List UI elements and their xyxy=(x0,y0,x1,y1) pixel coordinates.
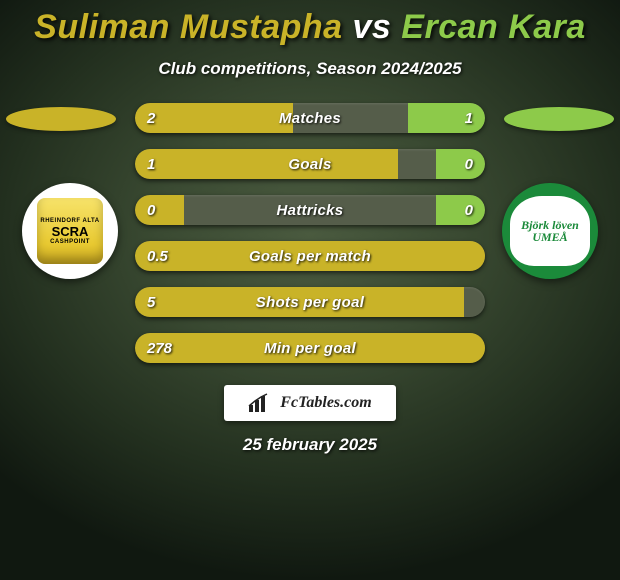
stat-row: Goals per match0.5 xyxy=(135,241,485,271)
mid-section: RHEINDORF ALTA SCRA CASHPOINT Björk löve… xyxy=(0,103,620,363)
player1-name: Suliman Mustapha xyxy=(34,8,342,46)
stat-value-left: 278 xyxy=(147,333,172,363)
stat-value-left: 5 xyxy=(147,287,155,317)
watermark: FcTables.com xyxy=(224,385,395,421)
player2-name: Ercan Kara xyxy=(401,8,586,46)
stat-label: Min per goal xyxy=(135,333,485,363)
player2-halo xyxy=(504,107,614,131)
title: Suliman Mustapha vs Ercan Kara xyxy=(34,8,586,47)
badge-left-sub: CASHPOINT xyxy=(50,239,90,245)
stat-value-left: 0.5 xyxy=(147,241,168,271)
vs-text: vs xyxy=(353,8,392,46)
stat-row: Shots per goal5 xyxy=(135,287,485,317)
stat-label: Shots per goal xyxy=(135,287,485,317)
player1-halo xyxy=(6,107,116,131)
stat-label: Goals per match xyxy=(135,241,485,271)
stat-row: Goals1 0 xyxy=(135,149,485,179)
subtitle: Club competitions, Season 2024/2025 xyxy=(158,59,461,79)
stat-row: Matches2 1 xyxy=(135,103,485,133)
stat-value-right: 0 xyxy=(465,149,473,179)
stat-label: Hattricks xyxy=(135,195,485,225)
date-text: 25 february 2025 xyxy=(243,435,377,455)
stat-value-left: 2 xyxy=(147,103,155,133)
player1-club-badge: RHEINDORF ALTA SCRA CASHPOINT xyxy=(22,183,118,279)
stat-value-left: 1 xyxy=(147,149,155,179)
stat-label: Goals xyxy=(135,149,485,179)
stats-bars: Matches21Goals10Hattricks00Goals per mat… xyxy=(135,103,485,363)
stat-row: Min per goal278 xyxy=(135,333,485,363)
player2-club-badge: Björk löven UMEÅ xyxy=(502,183,598,279)
badge-left-inner: RHEINDORF ALTA SCRA CASHPOINT xyxy=(37,198,103,264)
stat-value-right: 1 xyxy=(465,103,473,133)
stat-row: Hattricks0 0 xyxy=(135,195,485,225)
infographic-container: Suliman Mustapha vs Ercan Kara Club comp… xyxy=(0,0,620,580)
watermark-chart-icon xyxy=(248,393,272,413)
watermark-text: FcTables.com xyxy=(280,394,371,412)
stat-value-right: 0 xyxy=(465,195,473,225)
badge-right-inner: Björk löven UMEÅ xyxy=(510,196,590,266)
badge-left-main: SCRA xyxy=(52,224,89,239)
stat-label: Matches xyxy=(135,103,485,133)
stat-value-left: 0 xyxy=(147,195,155,225)
